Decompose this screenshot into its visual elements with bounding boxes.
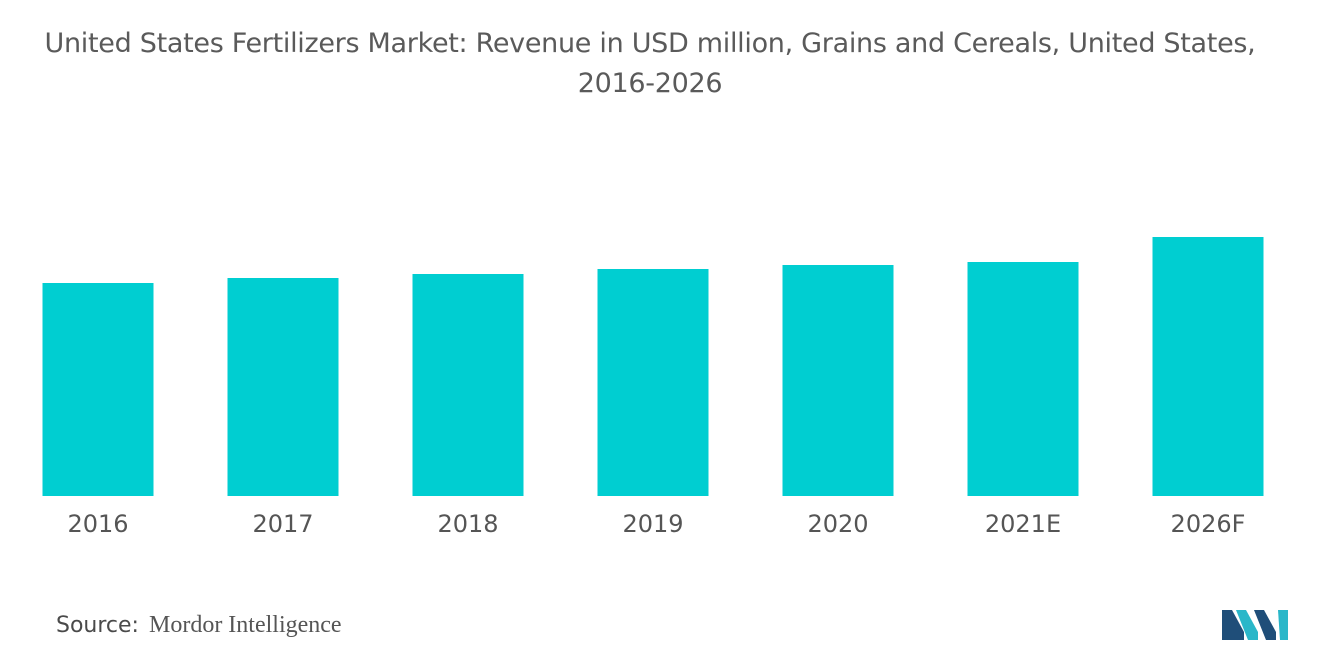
bar-2021e <box>967 262 1079 496</box>
x-tick-label-2020: 2020 <box>807 510 868 538</box>
bar-2016 <box>42 283 154 496</box>
source-name: Mordor Intelligence <box>148 612 342 638</box>
x-tick-label-2018: 2018 <box>437 510 498 538</box>
chart-title-line-2: 2016-2026 <box>577 68 723 99</box>
bar-2019 <box>597 269 709 496</box>
x-tick-label-2017: 2017 <box>252 510 313 538</box>
x-tick-label-2026f: 2026F <box>1171 510 1246 538</box>
source-label: Source: <box>56 613 139 638</box>
bar-2020 <box>782 265 894 496</box>
bar-2017 <box>227 278 339 496</box>
chart-title: United States Fertilizers Market: Revenu… <box>0 24 1300 104</box>
x-tick-label-2016: 2016 <box>67 510 128 538</box>
x-tick-label-2019: 2019 <box>622 510 683 538</box>
bar-2026f <box>1152 237 1264 496</box>
mordor-intelligence-logo-icon <box>1222 610 1288 640</box>
bar-chart: 2016 2017 2018 2019 2020 2021E 2026F <box>42 237 1264 538</box>
x-tick-label-2021e: 2021E <box>985 510 1061 538</box>
bar-2018 <box>412 274 524 496</box>
chart-title-line-1: United States Fertilizers Market: Revenu… <box>44 28 1256 59</box>
source-note: Source: Mordor Intelligence <box>56 612 342 639</box>
